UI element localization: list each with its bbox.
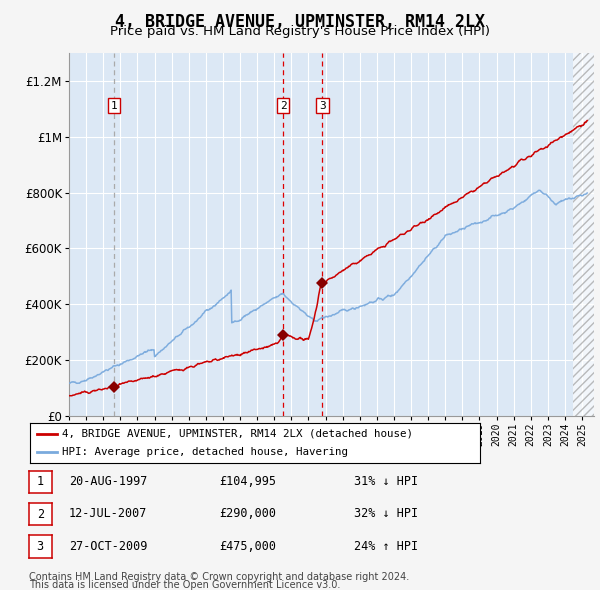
Text: 20-AUG-1997: 20-AUG-1997 — [69, 475, 148, 488]
Text: 32% ↓ HPI: 32% ↓ HPI — [354, 507, 418, 520]
Text: 2: 2 — [280, 101, 287, 111]
Text: 3: 3 — [319, 101, 326, 111]
Text: 2: 2 — [37, 507, 44, 520]
Text: £475,000: £475,000 — [219, 540, 276, 553]
Text: £104,995: £104,995 — [219, 475, 276, 488]
Text: 27-OCT-2009: 27-OCT-2009 — [69, 540, 148, 553]
Text: 31% ↓ HPI: 31% ↓ HPI — [354, 475, 418, 488]
Text: 4, BRIDGE AVENUE, UPMINSTER, RM14 2LX (detached house): 4, BRIDGE AVENUE, UPMINSTER, RM14 2LX (d… — [62, 429, 413, 439]
Text: This data is licensed under the Open Government Licence v3.0.: This data is licensed under the Open Gov… — [29, 581, 340, 590]
Text: HPI: Average price, detached house, Havering: HPI: Average price, detached house, Have… — [62, 447, 349, 457]
Polygon shape — [574, 53, 594, 416]
Text: Price paid vs. HM Land Registry's House Price Index (HPI): Price paid vs. HM Land Registry's House … — [110, 25, 490, 38]
Text: 1: 1 — [110, 101, 117, 111]
Text: £290,000: £290,000 — [219, 507, 276, 520]
Text: 3: 3 — [37, 540, 44, 553]
Text: 24% ↑ HPI: 24% ↑ HPI — [354, 540, 418, 553]
Text: Contains HM Land Registry data © Crown copyright and database right 2024.: Contains HM Land Registry data © Crown c… — [29, 572, 409, 582]
Text: 4, BRIDGE AVENUE, UPMINSTER, RM14 2LX: 4, BRIDGE AVENUE, UPMINSTER, RM14 2LX — [115, 13, 485, 31]
Text: 1: 1 — [37, 475, 44, 488]
Text: 12-JUL-2007: 12-JUL-2007 — [69, 507, 148, 520]
